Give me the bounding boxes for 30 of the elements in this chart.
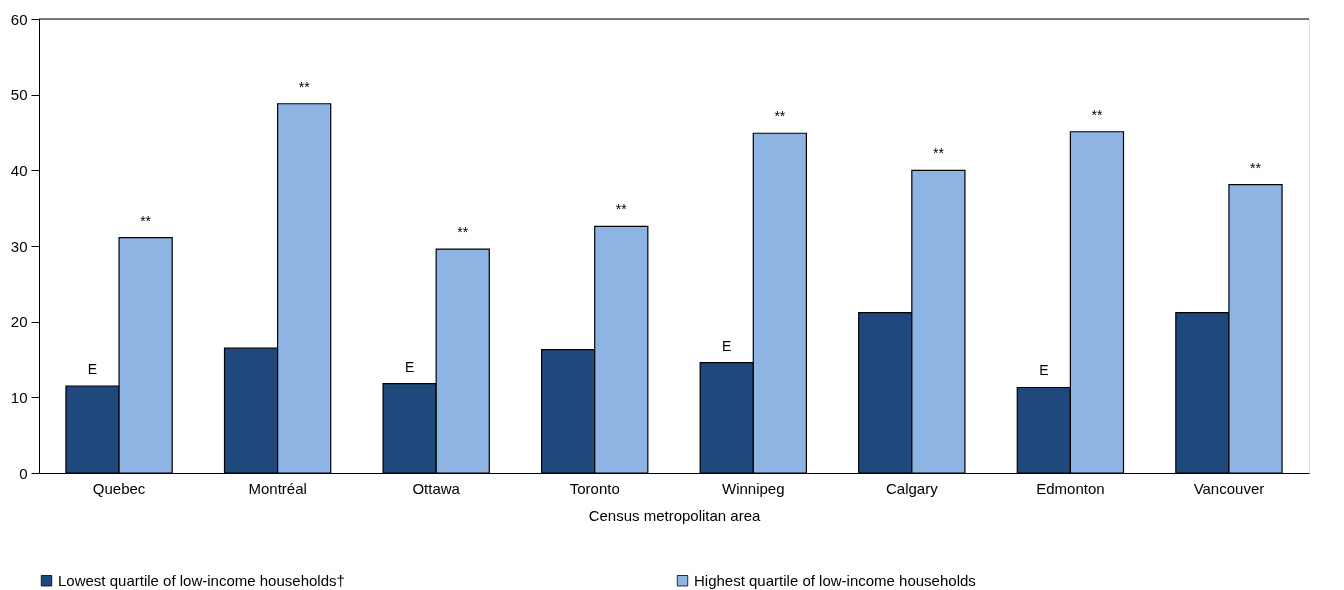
y-tick-label: 10: [10, 388, 28, 406]
annotation: **: [615, 201, 628, 218]
y-tick-label: 0: [19, 464, 28, 482]
annotation: E: [1039, 362, 1049, 379]
annotation: **: [140, 212, 152, 229]
annotation: **: [1250, 159, 1262, 176]
y-tick-label: 60: [10, 10, 28, 28]
annotation: **: [298, 78, 311, 95]
y-tick-label: 40: [10, 161, 28, 179]
x-tick-label: Toronto: [569, 479, 620, 497]
annotation: E: [87, 360, 98, 377]
annotation: E: [404, 358, 415, 375]
annotation: **: [457, 224, 469, 241]
x-tick-label: Montréal: [248, 479, 307, 497]
x-tick-label: Vancouver: [1193, 479, 1265, 497]
y-tick-label: 50: [10, 86, 28, 104]
x-tick-label: Edmonton: [1036, 479, 1105, 497]
x-tick-label: Winnipeg: [722, 479, 785, 497]
x-tick-label: Calgary: [885, 479, 939, 497]
annotation: **: [1091, 106, 1103, 123]
y-tick-label: 30: [10, 237, 28, 255]
annotation: E: [722, 337, 732, 354]
legend-label: Lowest quartile of low-income households†: [58, 571, 345, 589]
annotation: **: [774, 108, 786, 125]
x-tick-label: Quebec: [92, 479, 146, 497]
x-tick-label: Ottawa: [412, 479, 461, 497]
y-tick-label: 20: [10, 313, 28, 331]
annotation: **: [932, 145, 945, 162]
x-axis-title: Census metropolitan area: [588, 506, 762, 524]
legend-label: Highest quartile of low-income households: [694, 571, 976, 589]
